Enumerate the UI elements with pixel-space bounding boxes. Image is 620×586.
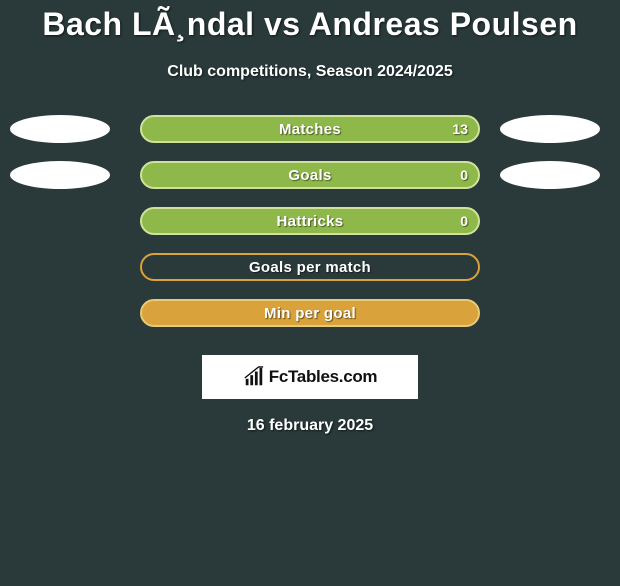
stat-bar: Goals 0 [140, 161, 480, 189]
stat-label: Min per goal [264, 305, 356, 322]
stat-label: Matches [279, 121, 341, 138]
barchart-icon [243, 366, 265, 388]
stat-bar: Goals per match [140, 253, 480, 281]
logo-text: FcTables.com [269, 367, 378, 387]
stat-row: Matches 13 [0, 113, 620, 159]
left-value-ellipse [10, 161, 110, 189]
logo-box: FcTables.com [202, 355, 418, 399]
page-title: Bach LÃ¸ndal vs Andreas Poulsen [0, 6, 620, 43]
stat-row: Goals per match [0, 251, 620, 297]
stat-label: Hattricks [277, 213, 344, 230]
date-text: 16 february 2025 [0, 417, 620, 435]
stat-row: Goals 0 [0, 159, 620, 205]
subtitle: Club competitions, Season 2024/2025 [0, 63, 620, 81]
stat-row: Hattricks 0 [0, 205, 620, 251]
stat-bar: Min per goal [140, 299, 480, 327]
right-value-ellipse [500, 115, 600, 143]
stat-right-value: 0 [460, 213, 468, 229]
stat-row: Min per goal [0, 297, 620, 343]
right-value-ellipse [500, 161, 600, 189]
stat-rows: Matches 13 Goals 0 Hattricks 0 Goals per match… [0, 113, 620, 343]
stat-label: Goals per match [249, 259, 371, 276]
stat-right-value: 0 [460, 167, 468, 183]
left-value-ellipse [10, 115, 110, 143]
stat-bar: Hattricks 0 [140, 207, 480, 235]
stat-label: Goals [288, 167, 331, 184]
stat-right-value: 13 [452, 121, 468, 137]
stat-bar: Matches 13 [140, 115, 480, 143]
